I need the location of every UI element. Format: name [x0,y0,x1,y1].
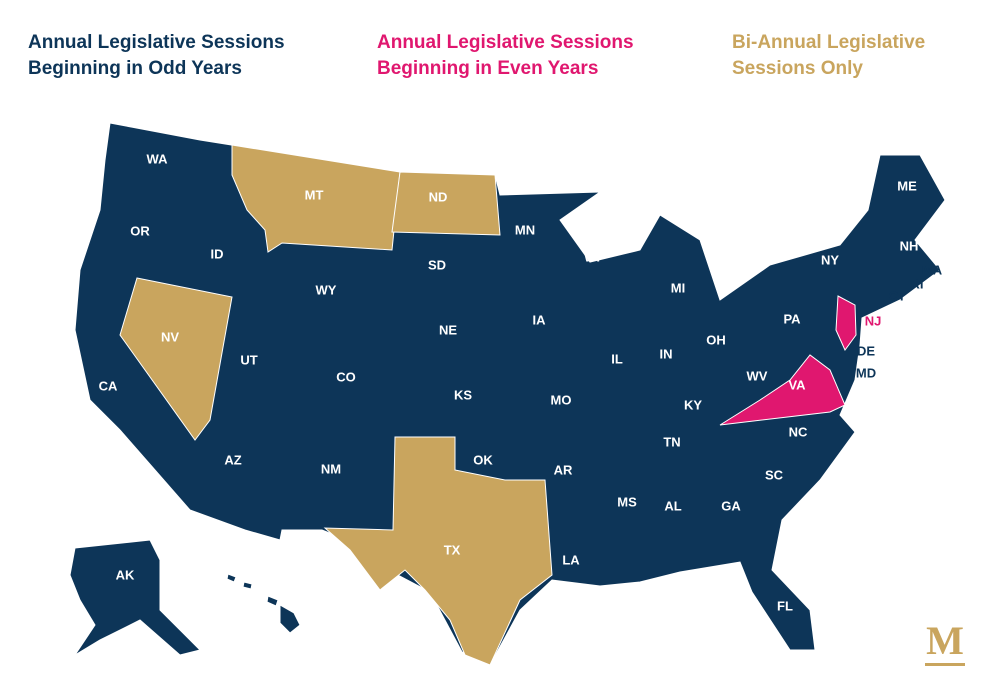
legend-item: Annual Legislative Sessions Beginning in… [28,32,285,79]
state-label: LA [562,552,580,567]
state-label: WV [747,368,768,383]
state-label: ME [897,178,917,193]
state-label: ND [429,189,448,204]
state-label: IL [611,351,623,366]
legend-item: Annual Legislative Sessions Beginning in… [377,32,634,79]
state-label: NH [900,238,919,253]
state-label: SD [428,257,446,272]
state-label: KY [684,397,702,412]
logo-bar [925,663,965,666]
state-label: AL [664,498,681,513]
state-label: DE [857,343,875,358]
state-label: WY [316,282,337,297]
state-label: NJ [865,313,882,328]
logo: M [926,618,964,663]
us-silhouette [69,122,946,666]
state-label: FL [777,598,793,613]
state-label: TN [663,434,680,449]
state-label: KS [454,387,472,402]
state-label: HI [248,611,261,626]
state-label: UT [240,352,257,367]
state-label: IN [660,346,673,361]
state-label: MA [922,262,943,277]
state-label: OR [130,223,150,238]
state-label: NV [161,329,179,344]
legend-item: Bi-Annual Legislative Sessions Only [732,32,926,79]
state-label: GA [721,498,741,513]
state-label: PA [783,311,801,326]
state-label: VA [788,377,806,392]
state-label: RI [911,276,924,291]
state-shape [323,436,553,666]
state-label: SC [765,467,784,482]
state-label: AZ [224,452,241,467]
state-label: MD [856,365,876,380]
state-label: AR [554,462,573,477]
state-label: MN [515,222,535,237]
state-label: TX [444,542,461,557]
state-label: MT [305,187,324,202]
state-shape [835,295,857,351]
state-label: CA [99,378,118,393]
state-label: CT [888,288,905,303]
state-label: VT [852,193,869,208]
state-label: NC [789,424,808,439]
state-label: ID [211,246,224,261]
state-label: WA [147,151,169,166]
state-label: CO [336,369,356,384]
state-shape [719,354,846,426]
state-label: AK [116,567,135,582]
state-label: MO [551,392,572,407]
state-label: MS [617,494,637,509]
state-label: OK [473,452,493,467]
state-shape [119,277,233,441]
state-label: OH [706,332,726,347]
state-label: WI [584,249,600,264]
state-label: IA [533,312,547,327]
state-label: NM [321,461,341,476]
state-label: NE [439,322,457,337]
state-shape [391,171,501,236]
state-label: NY [821,252,839,267]
state-label: MI [671,280,685,295]
